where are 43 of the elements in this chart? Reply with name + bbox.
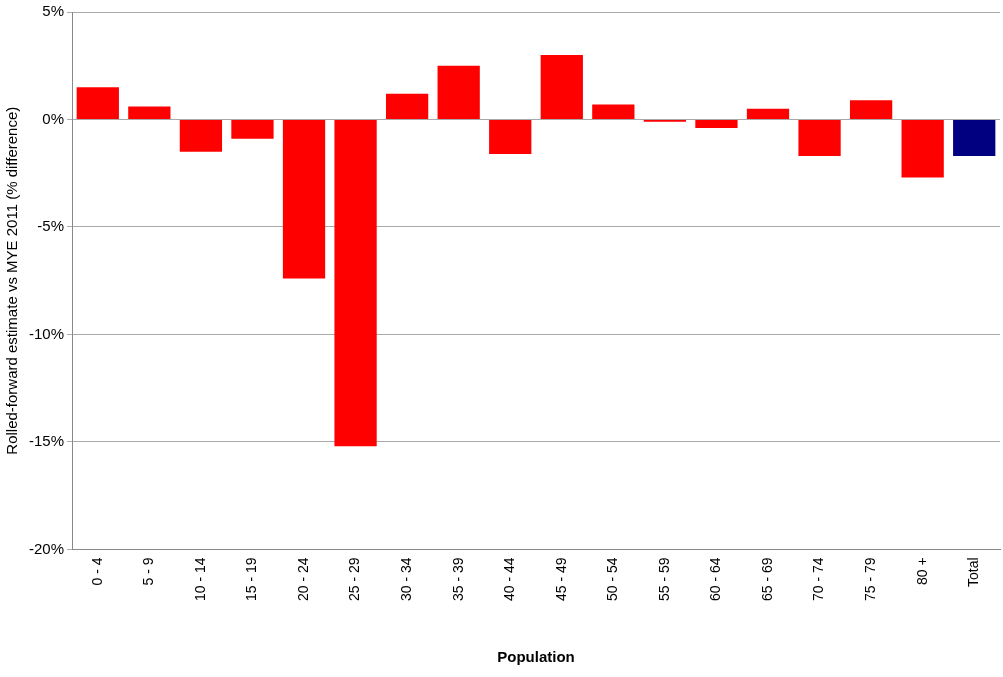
y-tick-label: 0% bbox=[42, 109, 65, 127]
x-tick-label: 65 - 69 bbox=[758, 557, 775, 602]
x-tick-label: 60 - 64 bbox=[707, 557, 724, 602]
y-tick-label: -20% bbox=[28, 539, 65, 557]
bar bbox=[76, 87, 119, 119]
bar bbox=[746, 108, 790, 119]
bar bbox=[798, 119, 841, 157]
bar bbox=[849, 100, 893, 119]
bar bbox=[592, 104, 635, 119]
x-tick-label: 15 - 19 bbox=[243, 557, 260, 602]
bar bbox=[334, 119, 377, 447]
y-tick-label: -15% bbox=[28, 432, 65, 450]
x-tick-label: 10 - 14 bbox=[191, 557, 208, 602]
x-tick-label: 25 - 29 bbox=[346, 557, 363, 602]
bar bbox=[179, 119, 223, 152]
y-axis-title: Rolled-forward estimate vs MYE 2011 (% difference) bbox=[3, 106, 21, 455]
x-tick-label: 20 - 24 bbox=[294, 557, 311, 602]
x-tick-label: 70 - 74 bbox=[810, 557, 827, 602]
bar bbox=[695, 119, 738, 129]
x-tick-label: 80 + bbox=[913, 557, 930, 586]
bar bbox=[282, 119, 326, 279]
x-axis-title: Population bbox=[497, 648, 575, 666]
bar bbox=[437, 65, 480, 119]
x-tick-label: 30 - 34 bbox=[397, 557, 414, 602]
x-tick-label: 5 - 9 bbox=[140, 557, 157, 586]
x-tick-label: 55 - 59 bbox=[655, 557, 672, 602]
x-tick-label: 40 - 44 bbox=[501, 557, 518, 602]
x-tick-label: 75 - 79 bbox=[861, 557, 878, 602]
x-tick-label: 50 - 54 bbox=[604, 557, 621, 602]
x-tick-label: 45 - 49 bbox=[552, 557, 569, 602]
y-tick-label: -10% bbox=[28, 324, 65, 342]
bar bbox=[901, 119, 944, 178]
bar bbox=[385, 93, 429, 119]
x-tick-label: 35 - 39 bbox=[449, 557, 466, 602]
bar bbox=[128, 106, 171, 119]
y-tick-label: -5% bbox=[37, 217, 65, 235]
bar bbox=[540, 54, 583, 119]
bar bbox=[231, 119, 274, 139]
x-tick-label: 0 - 4 bbox=[88, 557, 105, 586]
y-tick-label: 5% bbox=[42, 2, 65, 20]
bar bbox=[489, 119, 532, 154]
x-tick-label: Total bbox=[965, 557, 982, 587]
bar bbox=[953, 119, 996, 157]
